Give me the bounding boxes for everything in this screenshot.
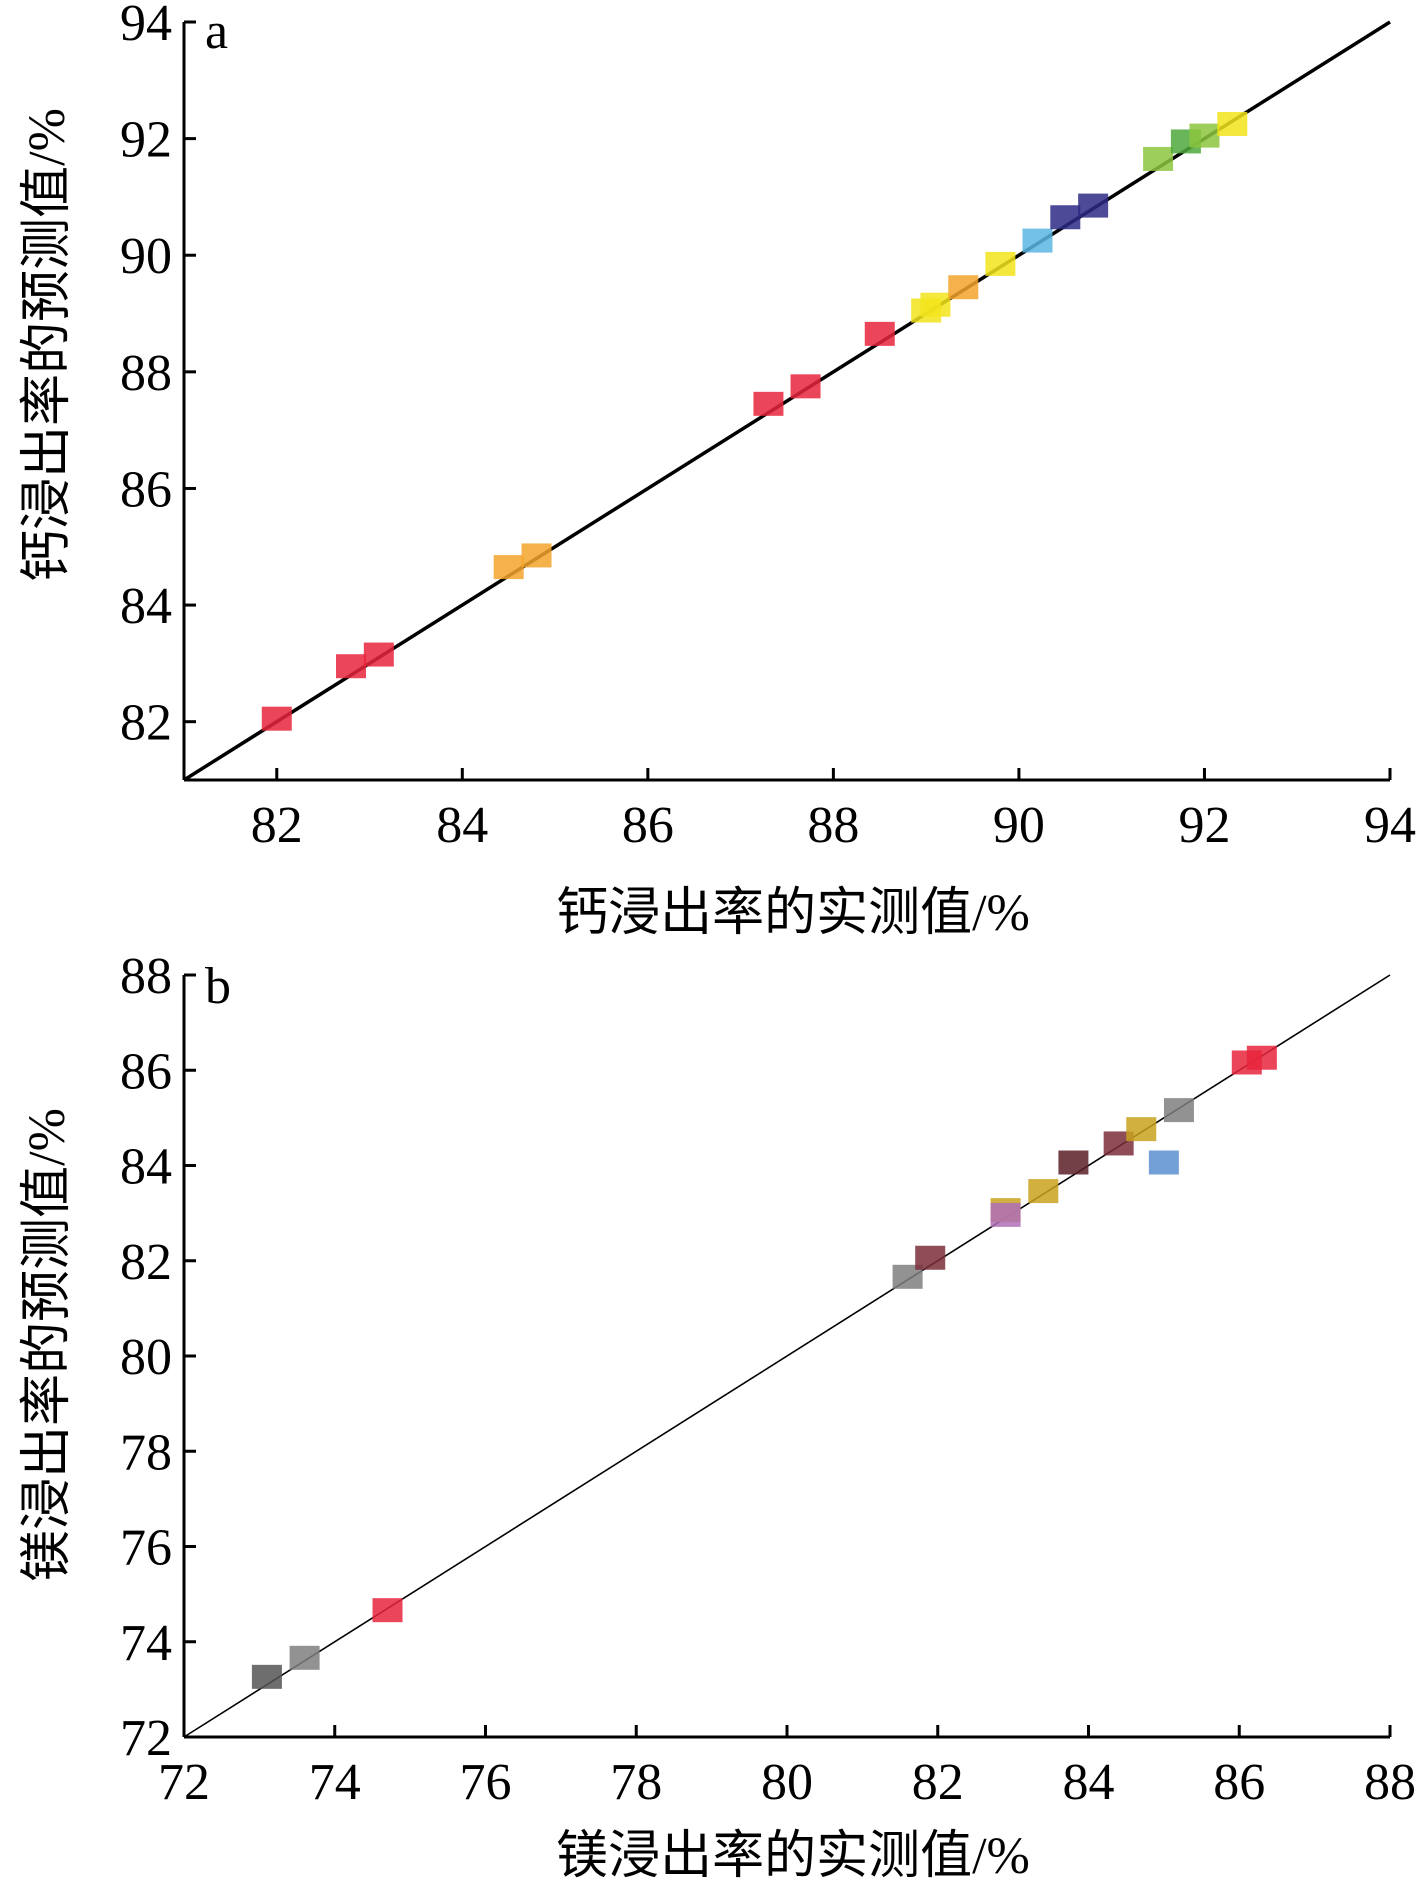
y-axis-title: 钙浸出率的预测值/% xyxy=(19,108,76,582)
y-tick-label: 82 xyxy=(120,1234,172,1291)
x-axis-title: 钙浸出率的实测值/% xyxy=(556,885,1030,942)
data-point xyxy=(790,374,821,399)
x-axis-title: 镁浸出率的实测值/% xyxy=(556,1828,1030,1885)
data-point xyxy=(1143,146,1174,171)
x-tick-label: 86 xyxy=(1213,1754,1265,1811)
y-tick-label: 84 xyxy=(120,1139,172,1196)
data-point xyxy=(1050,205,1081,230)
y-tick-label: 92 xyxy=(120,112,172,169)
y-tick-label: 76 xyxy=(120,1520,172,1577)
x-tick-label: 80 xyxy=(761,1754,813,1811)
plot-area: 82 84 86 88 90 92 94 82 84 86 88 90 92 94 xyxy=(120,0,1416,854)
reference-line xyxy=(183,974,1391,1738)
x-tick-label: 86 xyxy=(622,797,674,854)
data-point xyxy=(1058,1150,1089,1175)
data-point xyxy=(1217,111,1248,136)
data-point xyxy=(1246,1045,1277,1070)
y-tick-label: 86 xyxy=(120,1043,172,1100)
y-tick-label: 82 xyxy=(120,695,172,752)
x-tick-label: 90 xyxy=(993,797,1045,854)
y-tick-label: 74 xyxy=(120,1615,172,1672)
x-tick-label: 94 xyxy=(1364,797,1416,854)
x-tick-label: 84 xyxy=(436,797,488,854)
x-ticks: 82 84 86 88 90 92 94 xyxy=(251,768,1416,854)
x-tick-label: 88 xyxy=(807,797,859,854)
y-tick-label: 72 xyxy=(120,1710,172,1767)
data-point xyxy=(948,275,979,300)
data-points xyxy=(251,1045,1277,1689)
data-point xyxy=(1028,1179,1059,1204)
data-point xyxy=(864,321,895,346)
chart-panel-a: 82 84 86 88 90 92 94 82 84 86 88 90 92 94 a 钙浸出率的实测值… xyxy=(19,0,1416,942)
x-tick-label: 84 xyxy=(1063,1754,1115,1811)
y-tick-label: 80 xyxy=(120,1329,172,1386)
data-point xyxy=(1189,123,1220,148)
data-point xyxy=(1022,228,1053,253)
x-tick-label: 88 xyxy=(1364,1754,1416,1811)
data-point xyxy=(1163,1098,1194,1123)
data-point xyxy=(1148,1150,1179,1175)
y-tick-label: 78 xyxy=(120,1424,172,1481)
panel-label: b xyxy=(205,958,231,1015)
plot-area: 72 74 76 78 80 82 84 86 88 72 74 76 78 80 82 84 86 88 xyxy=(120,948,1416,1811)
data-point xyxy=(521,543,552,568)
x-tick-label: 82 xyxy=(912,1754,964,1811)
data-point xyxy=(985,251,1016,276)
y-ticks: 82 84 86 88 90 92 94 xyxy=(120,0,196,752)
panel-label: a xyxy=(205,3,228,60)
y-tick-label: 90 xyxy=(120,228,172,285)
data-point xyxy=(261,706,292,731)
data-point xyxy=(990,1202,1021,1227)
data-point xyxy=(1078,193,1109,218)
y-tick-label: 88 xyxy=(120,345,172,402)
y-tick-label: 84 xyxy=(120,578,172,635)
y-tick-label: 88 xyxy=(120,948,172,1005)
data-points xyxy=(261,111,1248,731)
data-point xyxy=(920,292,951,317)
y-tick-label: 94 xyxy=(120,0,172,52)
data-point xyxy=(915,1245,946,1270)
x-tick-label: 76 xyxy=(460,1754,512,1811)
data-point xyxy=(1126,1117,1157,1142)
x-tick-label: 78 xyxy=(610,1754,662,1811)
x-tick-label: 92 xyxy=(1178,797,1230,854)
x-ticks: 72 74 76 78 80 82 84 86 88 xyxy=(158,1725,1416,1811)
x-tick-label: 74 xyxy=(309,1754,361,1811)
y-axis-title: 镁浸出率的预测值/% xyxy=(19,1108,76,1582)
y-tick-label: 86 xyxy=(120,461,172,518)
x-tick-label: 82 xyxy=(251,797,303,854)
data-point xyxy=(372,1598,403,1623)
data-point xyxy=(493,555,524,580)
y-ticks: 72 74 76 78 80 82 84 86 88 xyxy=(120,948,196,1767)
data-point xyxy=(753,391,784,416)
data-point xyxy=(363,642,394,667)
data-point xyxy=(335,654,366,679)
data-point xyxy=(289,1645,320,1670)
data-point xyxy=(251,1664,282,1689)
x-tick-label: 72 xyxy=(158,1754,210,1811)
